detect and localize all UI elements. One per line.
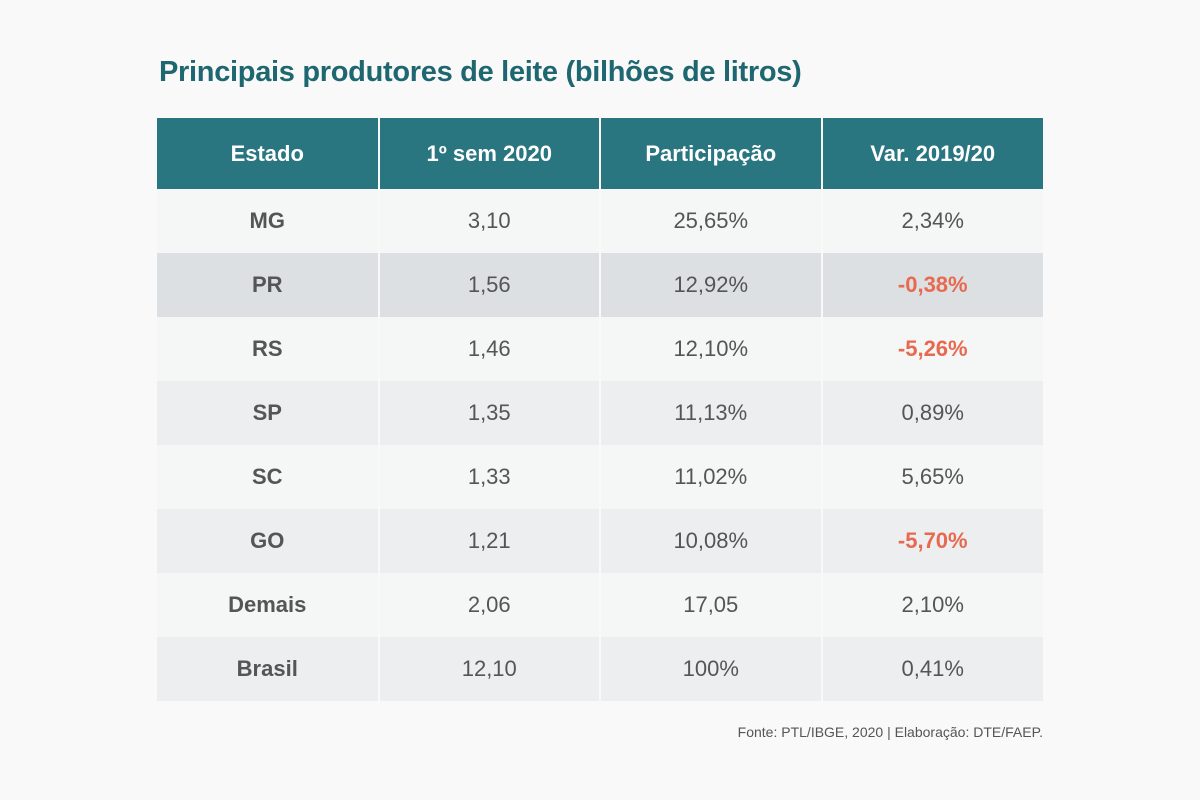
table-row: Demais 2,06 17,05 2,10%	[157, 573, 1043, 637]
cell-variacao: -5,70%	[821, 509, 1043, 573]
cell-sem-2020: 3,10	[378, 189, 601, 253]
source-note: Fonte: PTL/IBGE, 2020 | Elaboração: DTE/…	[737, 724, 1043, 740]
cell-estado: GO	[157, 509, 380, 573]
cell-variacao: 0,41%	[821, 637, 1043, 701]
cell-sem-2020: 1,33	[378, 445, 601, 509]
table-body: MG 3,10 25,65% 2,34% PR 1,56 12,92% -0,38% RS 1,4…	[157, 189, 1043, 701]
cell-variacao: 2,10%	[821, 573, 1043, 637]
table-row: MG 3,10 25,65% 2,34%	[157, 189, 1043, 253]
cell-estado: Demais	[157, 573, 380, 637]
cell-sem-2020: 1,56	[378, 253, 601, 317]
table-header-row: Estado 1º sem 2020 Participação Var. 201…	[157, 118, 1043, 189]
cell-estado: Brasil	[157, 637, 380, 701]
cell-estado: SC	[157, 445, 380, 509]
cell-estado: MG	[157, 189, 380, 253]
cell-sem-2020: 12,10	[378, 637, 601, 701]
cell-participacao: 11,02%	[600, 445, 823, 509]
producers-table: Estado 1º sem 2020 Participação Var. 201…	[157, 118, 1043, 701]
cell-participacao: 11,13%	[600, 381, 823, 445]
table-row: GO 1,21 10,08% -5,70%	[157, 509, 1043, 573]
cell-participacao: 100%	[600, 637, 823, 701]
cell-participacao: 25,65%	[600, 189, 823, 253]
cell-participacao: 10,08%	[600, 509, 823, 573]
table-row: RS 1,46 12,10% -5,26%	[157, 317, 1043, 381]
producers-table-container: Estado 1º sem 2020 Participação Var. 201…	[157, 118, 1043, 702]
cell-sem-2020: 1,46	[378, 317, 601, 381]
cell-participacao: 17,05	[600, 573, 823, 637]
cell-sem-2020: 2,06	[378, 573, 601, 637]
cell-variacao: -5,26%	[821, 317, 1043, 381]
table-row: Brasil 12,10 100% 0,41%	[157, 637, 1043, 701]
table-row: SP 1,35 11,13% 0,89%	[157, 381, 1043, 445]
table-header: Estado 1º sem 2020 Participação Var. 201…	[157, 118, 1043, 189]
cell-variacao: 5,65%	[821, 445, 1043, 509]
column-header-sem-2020: 1º sem 2020	[378, 118, 601, 189]
table-row: SC 1,33 11,02% 5,65%	[157, 445, 1043, 509]
cell-sem-2020: 1,21	[378, 509, 601, 573]
cell-variacao: -0,38%	[821, 253, 1043, 317]
page-title: Principais produtores de leite (bilhões …	[159, 56, 802, 88]
cell-estado: SP	[157, 381, 380, 445]
cell-estado: PR	[157, 253, 380, 317]
cell-estado: RS	[157, 317, 380, 381]
table-row: PR 1,56 12,92% -0,38%	[157, 253, 1043, 317]
cell-participacao: 12,10%	[600, 317, 823, 381]
column-header-variacao: Var. 2019/20	[821, 118, 1043, 189]
cell-variacao: 0,89%	[821, 381, 1043, 445]
cell-sem-2020: 1,35	[378, 381, 601, 445]
cell-participacao: 12,92%	[600, 253, 823, 317]
column-header-participacao: Participação	[600, 118, 823, 189]
column-header-estado: Estado	[157, 118, 380, 189]
cell-variacao: 2,34%	[821, 189, 1043, 253]
